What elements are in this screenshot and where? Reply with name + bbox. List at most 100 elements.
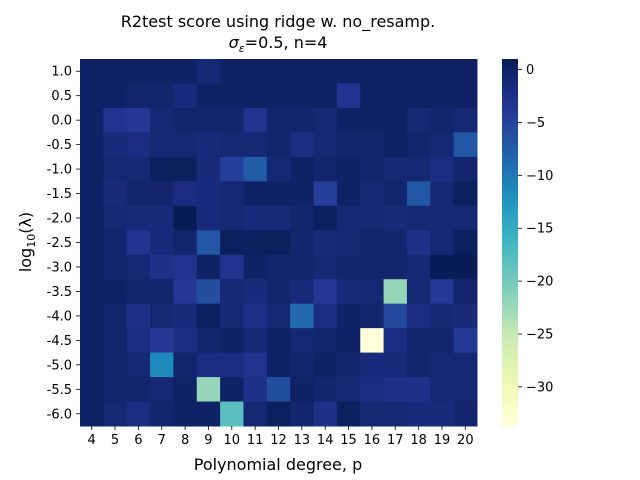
heatmap-cell	[103, 181, 128, 207]
chart-title: R2test score using ridge w. no_resamp.	[121, 12, 436, 32]
heatmap-cell	[243, 181, 268, 207]
heatmap-cell	[266, 181, 291, 207]
heatmap-cell	[150, 132, 174, 158]
heatmap-cell	[150, 303, 174, 329]
heatmap-cell	[406, 254, 431, 280]
heatmap-cell	[430, 205, 455, 231]
y-tick-label: -5.0	[47, 358, 72, 373]
heatmap-cell	[80, 83, 104, 109]
heatmap-cell	[406, 279, 431, 305]
heatmap-cell	[220, 352, 244, 378]
heatmap-cell	[313, 279, 338, 305]
heatmap-cell	[453, 328, 478, 354]
heatmap-cell	[313, 230, 338, 256]
heatmap-cell	[196, 303, 221, 329]
heatmap-cell	[360, 205, 385, 231]
colorbar-tick-label: −5	[526, 116, 545, 131]
y-tick-label: 0.0	[51, 114, 72, 129]
heatmap-cell	[313, 352, 338, 378]
heatmap-cell	[336, 254, 361, 280]
heatmap-cell	[290, 181, 315, 207]
heatmap-cell	[243, 328, 268, 354]
heatmap-cell	[336, 328, 361, 354]
heatmap-cell	[126, 205, 151, 231]
heatmap-cell	[430, 83, 455, 109]
heatmap-cell	[220, 303, 244, 329]
heatmap-cell	[290, 59, 315, 84]
heatmap-cell	[266, 328, 291, 354]
heatmap-cell	[196, 59, 221, 84]
x-tick-label: 5	[111, 433, 119, 448]
heatmap-cell	[383, 303, 408, 329]
heatmap-cell	[220, 230, 244, 256]
y-tick-label: -0.5	[47, 138, 72, 153]
heatmap-cell	[150, 352, 174, 378]
heatmap-cell	[430, 303, 455, 329]
heatmap-cell	[243, 352, 268, 378]
subtitle-epsilon: ε	[239, 42, 245, 55]
heatmap-cell	[313, 401, 338, 427]
heatmap-cell	[453, 377, 478, 403]
heatmap-cell	[290, 303, 315, 329]
heatmap-cell	[313, 181, 338, 207]
heatmap-cell	[103, 230, 128, 256]
y-tick-label: -4.0	[47, 309, 72, 324]
heatmap-cell	[430, 59, 455, 84]
heatmap-cell	[360, 254, 385, 280]
heatmap-cell	[406, 132, 431, 158]
heatmap-cell	[80, 132, 104, 158]
heatmap-cell	[103, 156, 128, 182]
heatmap-cell	[290, 401, 315, 427]
heatmap-cell	[313, 132, 338, 158]
heatmap-cell	[336, 401, 361, 427]
heatmap-cell	[173, 328, 198, 354]
heatmap-cell	[383, 377, 408, 403]
heatmap-cell	[103, 401, 128, 427]
x-axis-label: Polynomial degree, p	[194, 455, 362, 474]
heatmap-cell	[430, 401, 455, 427]
heatmap-cell	[196, 205, 221, 231]
x-axis-ticks: 4 5 6 7 8 9 10 11 12 13 14 15 16 17 18 19 20	[88, 426, 474, 448]
y-label-base: 10	[25, 234, 38, 248]
heatmap-cell	[383, 83, 408, 109]
y-tick-label: -5.5	[47, 383, 72, 398]
colorbar-tick-label: −30	[526, 380, 553, 395]
heatmap-cell	[313, 83, 338, 109]
heatmap-cell	[243, 156, 268, 182]
heatmap-cell	[360, 132, 385, 158]
x-tick-label: 11	[247, 433, 264, 448]
heatmap-cell	[430, 254, 455, 280]
heatmap-cell	[150, 205, 174, 231]
heatmap-cell	[336, 132, 361, 158]
x-tick-label: 16	[364, 433, 381, 448]
heatmap-cell	[196, 377, 221, 403]
heatmap-cell	[196, 230, 221, 256]
heatmap-cell	[80, 156, 104, 182]
heatmap-cell	[406, 401, 431, 427]
heatmap-cell	[406, 83, 431, 109]
heatmap-cell	[243, 59, 268, 84]
y-tick-label: -3.5	[47, 285, 72, 300]
x-tick-label: 7	[158, 433, 166, 448]
heatmap-cell	[336, 352, 361, 378]
heatmap-cell	[103, 279, 128, 305]
heatmap-cell	[360, 230, 385, 256]
y-tick-label: -2.0	[47, 212, 72, 227]
heatmap-cell	[173, 156, 198, 182]
x-tick-label: 4	[88, 433, 96, 448]
heatmap-cell	[430, 328, 455, 354]
heatmap-cell	[173, 401, 198, 427]
heatmap-cell	[360, 377, 385, 403]
x-tick-label: 8	[181, 433, 189, 448]
heatmap-cell	[313, 59, 338, 84]
heatmap-cell	[220, 401, 244, 427]
heatmap-cell	[453, 254, 478, 280]
heatmap-cell	[103, 328, 128, 354]
heatmap-cell	[80, 352, 104, 378]
heatmap-cell	[243, 254, 268, 280]
heatmap-cell	[126, 303, 151, 329]
y-tick-label: -3.0	[47, 260, 72, 275]
heatmap-cell	[126, 181, 151, 207]
heatmap-cell	[336, 377, 361, 403]
